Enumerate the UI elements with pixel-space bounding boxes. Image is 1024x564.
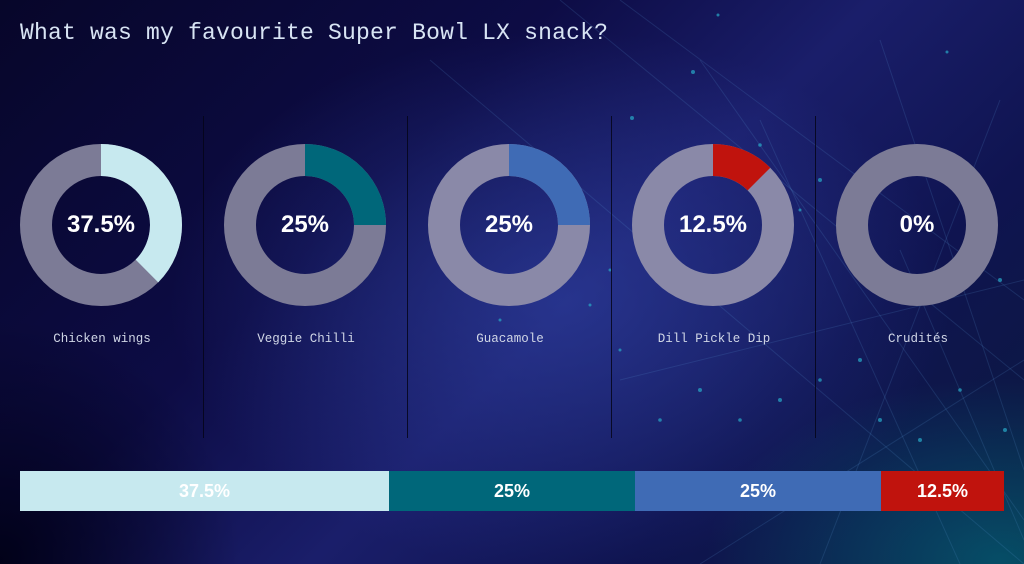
category-label: Dill Pickle Dip xyxy=(657,332,771,346)
stacked-bar-segment: 25% xyxy=(635,471,881,511)
chart-title: What was my favourite Super Bowl LX snac… xyxy=(20,20,609,46)
donut-chart: 12.5% xyxy=(632,144,794,306)
donut-panel: 37.5% Chicken wings xyxy=(0,144,204,354)
donut-segment xyxy=(428,144,590,306)
category-label: Crudités xyxy=(887,332,948,346)
donut-value-label: 12.5% xyxy=(678,211,748,238)
donut-value-label: 25% xyxy=(280,211,330,238)
donut-segment xyxy=(20,144,182,306)
donut-panel: 0% Crudités xyxy=(816,144,1020,354)
category-label: Chicken wings xyxy=(53,332,151,346)
donut-value-label: 25% xyxy=(484,211,534,238)
donut-panel: 25% Guacamole xyxy=(408,144,612,354)
donut-chart: 0% xyxy=(836,144,998,306)
donut-chart: 37.5% xyxy=(20,144,182,306)
donut-value-label: 37.5% xyxy=(66,211,136,238)
category-label: Guacamole xyxy=(476,332,544,346)
category-label: Veggie Chilli xyxy=(257,332,355,346)
stacked-bar-segment: 12.5% xyxy=(881,471,1004,511)
donut-remainder xyxy=(836,144,998,306)
panel-divider xyxy=(611,116,612,438)
donut-chart: 25% xyxy=(224,144,386,306)
stacked-bar-segment: 25% xyxy=(389,471,635,511)
panel-divider xyxy=(815,116,816,438)
donut-value-label: 0% xyxy=(899,211,935,238)
donut-segment xyxy=(224,144,386,306)
donut-panel: 12.5% Dill Pickle Dip xyxy=(612,144,816,354)
donut-panel: 25% Veggie Chilli xyxy=(204,144,408,354)
donut-segment xyxy=(632,144,794,306)
panel-divider xyxy=(203,116,204,438)
donut-chart: 25% xyxy=(428,144,590,306)
panel-divider xyxy=(407,116,408,438)
stacked-bar-segment: 37.5% xyxy=(20,471,389,511)
stacked-bar: 37.5% 25% 25% 12.5% xyxy=(20,471,1004,511)
